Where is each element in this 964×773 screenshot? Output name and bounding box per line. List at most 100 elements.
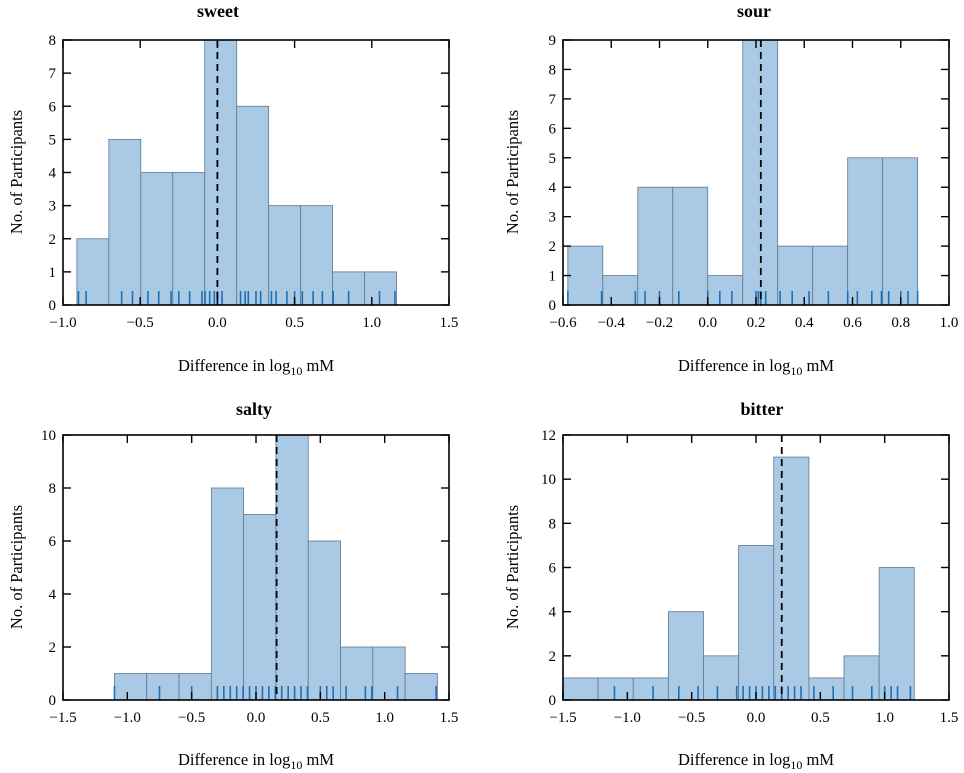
x-axis-label-subscript: 10	[290, 758, 302, 772]
histogram-bar	[707, 275, 744, 306]
y-tick-label: 8	[49, 33, 57, 49]
histogram-bar	[567, 245, 604, 306]
histogram-bar	[268, 205, 302, 306]
panel-salty: salty −1.5 −1.0 −0.5 0.0 0.5 1.0 1.5 0 2 4 6 8 10 D…	[7, 399, 458, 772]
y-tick-label: 3	[49, 199, 57, 215]
y-tick-label: 5	[549, 151, 557, 167]
histogram-bar	[562, 677, 599, 701]
histogram-bar	[275, 434, 309, 701]
histogram-bar	[172, 172, 206, 306]
y-tick-label: 4	[49, 166, 57, 182]
histogram-bar	[210, 487, 245, 701]
y-tick-label: 3	[549, 210, 557, 226]
y-tick-label: 6	[49, 534, 57, 550]
histogram-bar	[812, 245, 849, 306]
x-tick-label: 0.0	[247, 710, 266, 726]
histogram-bar	[178, 673, 212, 701]
histogram-bar	[404, 673, 438, 701]
histogram-bar	[204, 39, 238, 306]
histogram-bar	[108, 138, 142, 306]
histogram-bar	[847, 157, 884, 306]
x-tick-label: 0.0	[747, 710, 766, 726]
histogram-bar	[667, 611, 704, 701]
bars	[562, 456, 915, 701]
y-tick-labels: 0 2 4 6 8 10	[41, 428, 57, 709]
y-tick-label: 10	[41, 428, 56, 444]
x-tick-label: 1.0	[362, 315, 381, 331]
y-tick-label: 7	[49, 66, 57, 82]
ticks	[562, 434, 950, 701]
panel-title: bitter	[741, 399, 784, 419]
y-tick-labels: 0 2 4 6 8 10 12	[541, 428, 557, 709]
y-tick-label: 2	[49, 232, 57, 248]
x-tick-label: 0.4	[795, 315, 814, 331]
x-tick-label: −0.5	[127, 315, 154, 331]
histogram-bar	[703, 655, 740, 701]
x-axis-label: Difference in log10 mM	[678, 750, 834, 772]
x-tick-label: 1.5	[440, 710, 459, 726]
histogram-bar	[140, 172, 174, 306]
y-tick-label: 2	[549, 239, 557, 255]
x-tick-label: 0.0	[698, 315, 717, 331]
y-tick-label: 4	[549, 180, 557, 196]
x-axis-label-subscript: 10	[790, 364, 802, 378]
x-tick-label: −0.4	[598, 315, 626, 331]
x-tick-label: 1.0	[375, 710, 394, 726]
y-axis-label: No. of Participants	[503, 110, 522, 234]
y-tick-label: 12	[541, 428, 556, 444]
histogram-bar	[243, 514, 277, 701]
x-tick-labels: −0.6 −0.4 −0.2 0.0 0.2 0.4 0.6 0.8 1.0	[549, 315, 958, 331]
x-tick-labels: −1.5 −1.0 −0.5 0.0 0.5 1.0 1.5	[549, 710, 958, 726]
x-axis-label-unit: mM	[802, 356, 834, 375]
bars	[114, 434, 438, 701]
y-tick-labels: 0 1 2 3 4 5 6 7 8 9	[549, 33, 557, 314]
x-tick-label: 1.0	[875, 710, 894, 726]
y-tick-label: 1	[549, 269, 557, 285]
histogram-bar	[843, 655, 880, 701]
histogram-bar	[300, 205, 333, 306]
y-tick-label: 8	[49, 481, 57, 497]
y-tick-label: 8	[549, 62, 557, 78]
y-tick-label: 10	[541, 472, 556, 488]
x-axis-label-text: Difference in log	[178, 750, 290, 769]
x-tick-label: −1.5	[549, 710, 576, 726]
ticks	[62, 434, 450, 701]
histogram-bar	[364, 271, 397, 306]
y-tick-label: 0	[549, 298, 557, 314]
histogram-bar	[602, 275, 639, 306]
panel-bitter: bitter −1.5 −1.0 −0.5 0.0 0.5 1.0 1.5 0 2 4 6 8 10 1…	[503, 399, 958, 772]
y-tick-labels: 0 1 2 3 4 5 6 7 8	[49, 33, 57, 314]
histogram-bar	[236, 105, 270, 306]
y-tick-label: 0	[49, 298, 57, 314]
y-tick-label: 0	[549, 693, 557, 709]
x-axis-label-subscript: 10	[790, 758, 802, 772]
histogram-bar	[114, 673, 148, 701]
x-axis-label-subscript: 10	[290, 364, 302, 378]
histogram-bar	[76, 238, 110, 306]
x-tick-label: 1.0	[940, 315, 959, 331]
y-tick-label: 7	[549, 92, 557, 108]
x-tick-label: −0.5	[178, 710, 205, 726]
y-tick-label: 8	[549, 516, 557, 532]
x-tick-label: 1.5	[440, 315, 459, 331]
x-tick-label: 0.0	[208, 315, 227, 331]
histogram-bar	[637, 186, 674, 306]
panel-sweet: sweet −1.0 −0.5 0.0 0.5 1.0 1.5 0 1 2 3 4 5 6 7 8 Dif…	[7, 1, 458, 378]
y-tick-label: 6	[549, 121, 557, 137]
y-tick-label: 1	[49, 265, 57, 281]
x-axis-label-unit: mM	[802, 750, 834, 769]
y-tick-label: 2	[549, 649, 557, 665]
panel-sour: sour −0.6 −0.4 −0.2 0.0 0.2 0.4 0.6 0.8 1.0 0 1 2 3…	[503, 1, 958, 378]
panel-title: sour	[737, 1, 771, 21]
x-tick-label: −1.0	[49, 315, 76, 331]
histogram-bar	[632, 677, 669, 701]
x-axis-label: Difference in log10 mM	[678, 356, 834, 378]
y-tick-label: 2	[49, 640, 57, 656]
panel-title: salty	[236, 399, 272, 419]
x-tick-label: −1.0	[614, 710, 641, 726]
x-tick-label: 1.5	[940, 710, 959, 726]
histogram-bar	[738, 545, 775, 701]
x-tick-label: −0.6	[549, 315, 577, 331]
panel-title: sweet	[197, 1, 239, 21]
bars	[567, 39, 919, 306]
